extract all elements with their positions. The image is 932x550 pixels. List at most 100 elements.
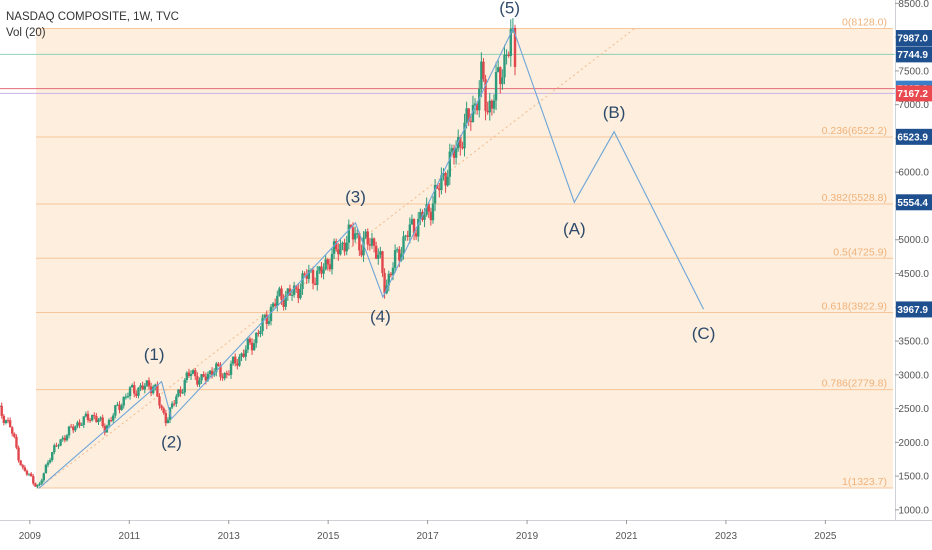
- wave-label: (A): [563, 219, 586, 238]
- candle-body: [396, 249, 399, 251]
- candle-body: [13, 433, 16, 437]
- candle-body: [173, 403, 176, 405]
- candle-body: [269, 306, 273, 322]
- volume-indicator-label[interactable]: Vol (20): [6, 27, 46, 39]
- candle-body: [505, 54, 508, 56]
- candle-body: [116, 404, 119, 406]
- candle-body: [15, 436, 18, 448]
- candle-body: [356, 233, 359, 235]
- candle-body: [295, 285, 298, 289]
- candle-body: [433, 184, 437, 204]
- candle-body: [187, 372, 191, 377]
- candle-body: [482, 61, 485, 80]
- candle-body: [305, 274, 308, 279]
- candle-body: [419, 211, 422, 219]
- candle-body: [284, 295, 287, 307]
- candle-body: [0, 405, 1, 407]
- price-tick-label: 2000.0: [898, 438, 929, 449]
- candle-body: [143, 385, 146, 390]
- candle-body: [410, 219, 414, 225]
- price-badge-label: 6523.9: [897, 132, 928, 143]
- price-tick-label: 7500.0: [898, 66, 929, 77]
- candle-body: [72, 426, 75, 431]
- candle-body: [299, 289, 302, 299]
- candle-body: [435, 184, 439, 189]
- candle-body: [175, 396, 178, 404]
- candle-body: [370, 238, 374, 246]
- fib-level-label: 0.618(3922.9): [822, 300, 887, 312]
- price-badge-label: 7987.0: [897, 34, 928, 45]
- candle-body: [236, 363, 239, 366]
- candle-body: [265, 314, 268, 324]
- trend-line: [38, 26, 637, 489]
- chart-header: NASDAQ COMPOSITE, 1W, TVC Vol (20): [6, 9, 179, 41]
- candle-body: [261, 317, 264, 332]
- candle-body: [446, 176, 449, 186]
- wave-label: (B): [603, 103, 626, 122]
- candle-body: [301, 273, 304, 290]
- candle-body: [316, 270, 319, 285]
- candle-body: [438, 188, 441, 191]
- candle-body: [273, 303, 277, 306]
- candle-body: [196, 376, 199, 385]
- candle-body: [383, 272, 386, 294]
- wave-label: (4): [370, 307, 391, 326]
- time-tick-label: 2011: [119, 531, 141, 542]
- candle-body: [389, 273, 393, 276]
- candle-body: [473, 103, 477, 106]
- candle-body: [40, 480, 43, 484]
- candle-body: [177, 389, 180, 397]
- candle-body: [351, 227, 355, 240]
- symbol-title[interactable]: NASDAQ COMPOSITE, 1W, TVC: [6, 11, 179, 23]
- price-tick-label: 3500.0: [898, 337, 929, 348]
- time-tick-label: 2021: [615, 531, 638, 542]
- candle-body: [313, 283, 317, 285]
- candle-body: [55, 445, 58, 447]
- candle-body: [118, 404, 121, 410]
- candle-body: [263, 314, 266, 318]
- price-badge: [896, 30, 932, 47]
- candle-body: [488, 100, 491, 113]
- candle-body: [27, 473, 31, 475]
- candle-body: [240, 353, 243, 357]
- candle-body: [42, 473, 45, 481]
- time-tick-label: 2019: [516, 531, 539, 542]
- candle-body: [337, 249, 340, 255]
- price-tick-label: 7000.0: [898, 100, 929, 111]
- candle-body: [398, 249, 401, 261]
- candle-body: [59, 439, 62, 446]
- candle-body: [183, 380, 186, 393]
- candle-body: [368, 244, 372, 246]
- elliott-wave-path: [38, 27, 705, 489]
- price-badge: [896, 194, 932, 211]
- candle-body: [387, 273, 390, 286]
- candle-body: [492, 100, 496, 109]
- candle-body: [63, 437, 67, 441]
- candle-body: [286, 288, 290, 296]
- price-tick-label: 6000.0: [898, 168, 929, 179]
- fib-level-label: 0.236(6522.2): [822, 125, 887, 137]
- candle-body: [484, 79, 487, 111]
- candle-body: [44, 464, 48, 474]
- candle-body: [0, 405, 3, 416]
- candle-body: [53, 445, 56, 453]
- candle-body: [200, 374, 203, 381]
- price-tick-label: 5000.0: [898, 235, 929, 246]
- candle-body: [377, 254, 380, 259]
- candle-body: [400, 253, 403, 261]
- candle-body: [345, 242, 348, 252]
- candle-body: [124, 396, 128, 398]
- candle-body: [463, 122, 466, 149]
- candle-body: [149, 386, 153, 394]
- candle-body: [101, 417, 104, 426]
- candle-body: [486, 110, 489, 113]
- candle-body: [360, 250, 363, 256]
- candle-body: [61, 437, 64, 440]
- candle-body: [364, 231, 367, 238]
- candle-body: [11, 427, 14, 434]
- candle-body: [145, 380, 149, 386]
- candle-body: [431, 203, 435, 221]
- candle-body: [154, 384, 157, 387]
- candle-body: [32, 476, 35, 484]
